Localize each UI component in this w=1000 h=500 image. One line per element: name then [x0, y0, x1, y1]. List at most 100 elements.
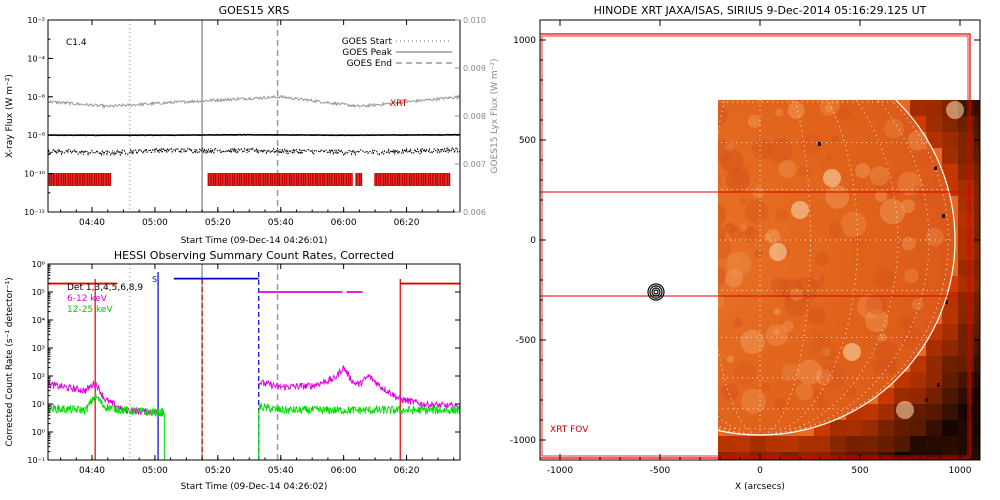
goes-y2tick-label: 0.008	[463, 112, 486, 121]
xrt-texture-patch	[718, 150, 720, 162]
xrt-texture-patch	[718, 411, 719, 415]
xrt-offdisk-block	[958, 292, 974, 308]
xrt-texture-patch	[630, 374, 642, 386]
hessi-ytick-label: 10⁴	[32, 316, 45, 325]
xrt-offdisk-block	[974, 100, 980, 116]
hessi-ytick-label: 10⁵	[32, 288, 45, 297]
goes-xtick-label: 06:20	[394, 218, 420, 228]
xrt-texture-patch	[883, 118, 904, 139]
goes-axes: 04:40 05:00 05:20 05:40 06:00 06:20 10⁻¹² 10⁻¹⁰…	[24, 16, 486, 228]
xrt-texture-patch	[718, 140, 720, 151]
xrt-ytick-label: 1000	[513, 36, 536, 46]
xrt-texture-patch	[787, 101, 805, 119]
xrt-offdisk-block	[958, 228, 974, 244]
xrt-texture-patch	[873, 267, 895, 289]
xrt-offdisk-block	[942, 340, 958, 356]
xrt-texture-patch	[690, 403, 701, 414]
xrt-offdisk-block	[958, 372, 974, 388]
xrt-offdisk-block	[910, 404, 926, 420]
xrt-ytick-label: 500	[519, 136, 536, 146]
xrt-heliographic-grid	[718, 100, 955, 436]
xrt-texture-patch	[718, 292, 725, 309]
goes-title: GOES15 XRS	[219, 4, 290, 17]
legend-hessi-det: Det 1,3,4,5,6,8,9	[67, 283, 143, 293]
xrt-texture-patch	[918, 191, 931, 204]
xrt-texture-patch	[601, 206, 616, 221]
hessi-saa-label: S	[152, 275, 157, 284]
xrt-texture-patch	[630, 215, 643, 228]
xrt-offdisk-block	[846, 420, 862, 436]
xrt-offdisk-block	[942, 436, 958, 452]
hessi-xtick-label: 04:40	[79, 466, 105, 476]
goes-flare-class: C1.4	[66, 38, 87, 48]
xrt-offdisk-block	[974, 420, 980, 436]
xrt-texture-patch	[809, 331, 830, 353]
hessi-series-0-seg-1	[258, 364, 460, 411]
xrt-texture-patch	[626, 207, 650, 231]
xrt-offdisk-block	[958, 436, 974, 452]
xrt-texture-patch	[657, 324, 669, 336]
xrt-texture-patch	[718, 204, 727, 227]
xrt-texture-patch	[670, 163, 684, 177]
xrt-offdisk-block	[878, 404, 894, 420]
xrt-texture-patch	[733, 361, 757, 385]
xrt-offdisk-block	[894, 436, 910, 452]
xrt-offdisk-block	[942, 132, 958, 148]
xrt-offdisk-block	[958, 196, 974, 212]
xrt-longitude-line	[759, 100, 811, 436]
xrt-texture-patch	[676, 222, 685, 231]
xrt-texture-patch	[799, 132, 821, 154]
xrt-texture-patch	[718, 266, 727, 287]
xrt-texture-patch	[718, 172, 722, 191]
xrt-offdisk-block	[958, 132, 974, 148]
xrt-offdisk-block	[974, 180, 980, 196]
xrt-image-area	[540, 33, 980, 460]
xrt-offdisk-block	[734, 436, 750, 452]
xrt-solar-limb	[718, 100, 956, 436]
xrt-offdisk-block	[766, 436, 782, 452]
xrt-texture-patch	[718, 226, 726, 242]
xrt-texture-patch	[718, 414, 723, 422]
goes-xrt-interval-2	[355, 173, 363, 186]
xrt-texture-patch	[718, 139, 732, 162]
xrt-offdisk-block	[926, 436, 942, 452]
xrt-texture-patch	[829, 222, 845, 239]
xrt-texture-patch	[830, 135, 840, 145]
xrt-offdisk-block	[942, 116, 958, 132]
xrt-offdisk-block	[974, 372, 980, 388]
hessi-panel: HESSI Observing Summary Count Rates, Cor…	[5, 249, 461, 492]
xrt-offdisk-block	[958, 244, 974, 260]
xrt-dark-spot	[925, 398, 928, 402]
legend-hessi-high: 12-25 keV	[67, 305, 113, 315]
xrt-offdisk-block	[942, 420, 958, 436]
xrt-texture-patch	[725, 168, 750, 193]
xrt-panel: HINODE XRT JAXA/ISAS, SIRIUS 9-Dec-2014 …	[510, 4, 981, 492]
xrt-texture-patch	[790, 288, 803, 301]
xrt-texture-patch	[651, 314, 677, 340]
xrt-texture-patch	[744, 227, 755, 237]
xrt-fov-box	[540, 33, 971, 459]
xrt-active-region	[946, 101, 964, 119]
xrt-texture-patch	[728, 226, 744, 241]
xrt-texture-patch	[726, 251, 752, 277]
xrt-texture-patch	[715, 74, 738, 97]
xrt-offdisk-block	[958, 212, 974, 228]
xrt-offdisk-block	[862, 404, 878, 420]
xrt-texture-patch	[774, 108, 784, 117]
xrt-texture-patch	[606, 315, 629, 338]
goes-ytick-label: 10⁻⁴	[27, 54, 45, 63]
xrt-texture-patch	[873, 359, 890, 376]
xrt-texture-patch	[765, 229, 781, 244]
goes-y2tick-label: 0.009	[463, 64, 486, 73]
xrt-texture-patch	[656, 254, 663, 261]
hessi-legend: Det 1,3,4,5,6,8,9 6-12 keV 12-25 keV	[67, 283, 143, 315]
xrt-texture-patch	[581, 154, 601, 174]
xrt-flare-contour-0	[647, 283, 665, 301]
xrt-active-region	[791, 201, 809, 219]
xrt-texture-patch	[708, 314, 717, 323]
xrt-offdisk-block	[958, 148, 974, 164]
xrt-active-region	[896, 401, 914, 419]
goes-xtick-label: 05:00	[142, 218, 168, 228]
xrt-xtick-label: -1000	[547, 466, 573, 476]
